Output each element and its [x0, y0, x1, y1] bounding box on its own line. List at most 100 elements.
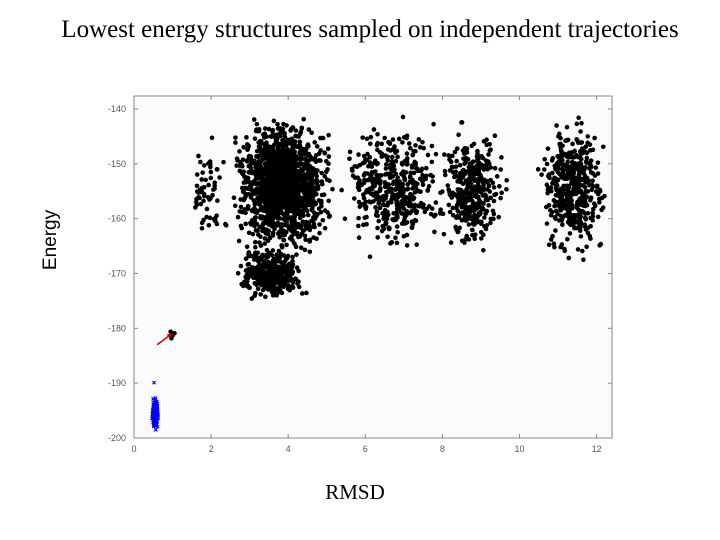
data-point: [420, 139, 425, 145]
data-point: [429, 206, 435, 211]
data-point: [552, 203, 557, 209]
data-point: [201, 198, 206, 204]
data-point: [377, 181, 383, 187]
data-point: [433, 200, 439, 205]
data-point: [545, 173, 551, 179]
data-point: [591, 206, 596, 212]
data-point: [254, 221, 260, 227]
data-point: [554, 167, 560, 173]
data-point: [215, 198, 220, 203]
data-point: [306, 127, 312, 132]
data-point: [563, 138, 568, 143]
data-point: [404, 208, 410, 214]
data-point: [309, 179, 314, 185]
data-point: [277, 234, 282, 240]
data-point: [276, 126, 281, 131]
data-point: [308, 187, 314, 192]
data-point: [590, 218, 595, 223]
data-point: [319, 170, 324, 176]
data-point: [355, 184, 361, 190]
data-point: [245, 262, 251, 267]
data-point: [246, 230, 252, 236]
data-point: [237, 209, 243, 214]
data-point: [419, 166, 425, 172]
data-point: [578, 219, 584, 225]
data-point: [307, 249, 313, 255]
data-point: [254, 148, 260, 154]
data-point: [375, 147, 380, 153]
data-point: [211, 216, 217, 222]
data-point: [376, 198, 382, 204]
data-point: [350, 168, 355, 173]
data-point: [268, 208, 274, 213]
data-point: [209, 135, 215, 141]
data-point: [253, 228, 259, 233]
data-point: [275, 145, 281, 151]
data-point: [577, 170, 583, 175]
data-point: [574, 205, 580, 211]
data-point: [367, 160, 373, 165]
data-point: [311, 215, 316, 220]
data-point-x: [155, 417, 160, 422]
data-point: [389, 168, 395, 174]
data-point: [417, 145, 423, 150]
data-point: [448, 240, 454, 245]
data-point: [579, 156, 584, 162]
data-point: [564, 124, 570, 130]
data-point: [214, 167, 220, 172]
data-point: [272, 193, 277, 198]
data-point: [460, 181, 466, 187]
data-point: [243, 268, 249, 273]
data-point: [446, 187, 452, 193]
data-point: [243, 221, 248, 227]
data-point: [576, 115, 581, 121]
data-point: [394, 213, 400, 219]
data-point: [553, 216, 558, 222]
data-point: [271, 271, 277, 277]
data-point: [567, 217, 572, 223]
data-point: [298, 169, 304, 175]
data-point: [566, 200, 572, 206]
data-point: [383, 166, 389, 171]
data-point: [452, 192, 458, 197]
data-point: [413, 185, 419, 191]
data-point: [410, 196, 416, 202]
data-point: [364, 187, 370, 193]
data-point: [405, 195, 411, 200]
data-point: [440, 189, 445, 194]
data-point: [251, 117, 257, 122]
data-point: [260, 276, 266, 282]
data-point: [326, 161, 331, 166]
data-point: [366, 163, 371, 169]
data-point: [481, 201, 486, 206]
data-point: [404, 243, 410, 248]
data-point: [551, 198, 557, 203]
data-point: [245, 275, 251, 281]
data-point: [585, 225, 591, 231]
data-point: [578, 201, 583, 207]
data-point: [461, 189, 467, 195]
data-point: [582, 222, 588, 227]
data-point: [420, 182, 426, 188]
data-point: [390, 137, 396, 142]
data-point: [382, 207, 388, 213]
data-point: [295, 182, 301, 188]
data-point: [420, 179, 425, 184]
data-point: [325, 167, 330, 172]
data-point: [384, 189, 389, 195]
data-point: [396, 184, 402, 190]
data-point: [259, 264, 265, 270]
data-point: [314, 144, 320, 149]
data-point: [496, 214, 502, 220]
data-point: [315, 211, 320, 217]
data-point: [207, 215, 213, 221]
data-point: [233, 140, 238, 145]
data-point: [243, 179, 249, 185]
data-point: [279, 171, 285, 176]
data-point: [243, 210, 248, 216]
data-point: [204, 206, 210, 212]
data-point: [394, 240, 400, 246]
data-point: [413, 143, 418, 148]
data-point: [581, 148, 587, 154]
data-point: [194, 183, 200, 189]
